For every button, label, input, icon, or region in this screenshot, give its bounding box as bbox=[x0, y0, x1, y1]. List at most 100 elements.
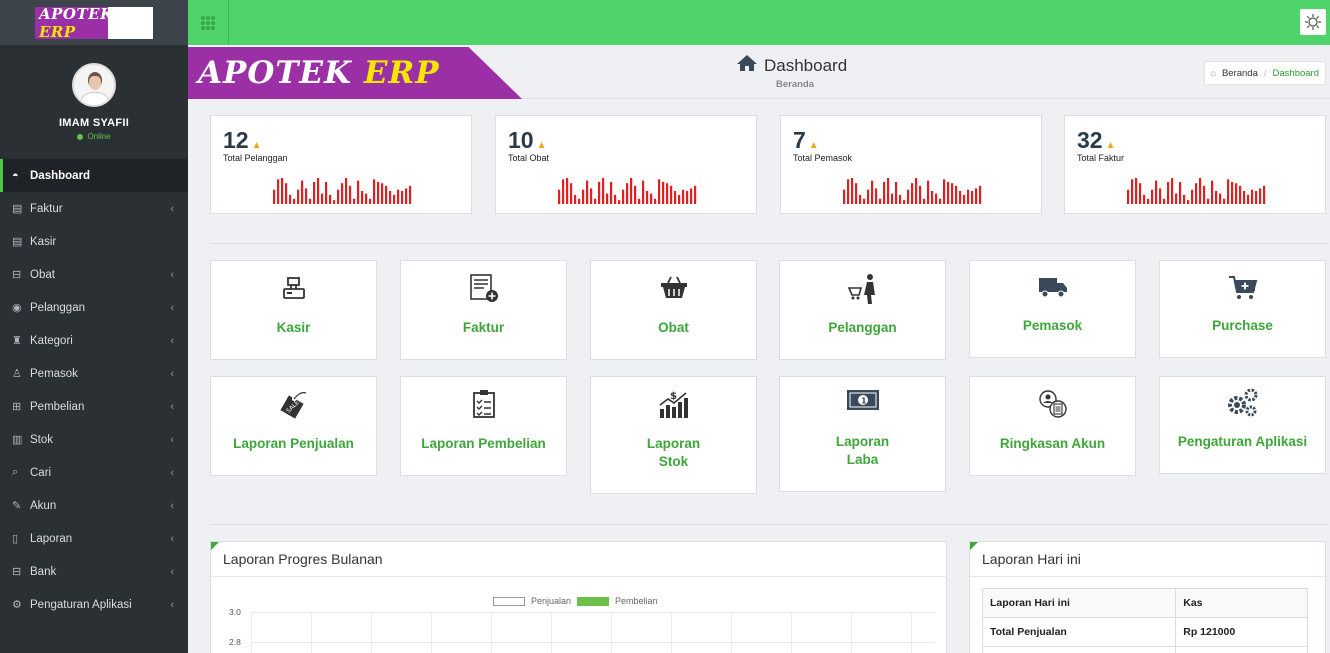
stat-label: Total Pemasok bbox=[793, 153, 853, 163]
breadcrumb-home-icon[interactable]: ⌂ bbox=[1210, 68, 1216, 78]
sparkline-bar bbox=[361, 191, 364, 204]
stat-card[interactable]: 32 ▲ Total Faktur bbox=[1064, 115, 1326, 214]
sparkline-bar bbox=[578, 198, 581, 204]
legend-label-pembelian[interactable]: Pembelian bbox=[615, 596, 658, 606]
sparkline-bar bbox=[859, 194, 862, 204]
chevron-left-icon: ‹ bbox=[170, 400, 174, 413]
sidebar-item-faktur[interactable]: ▤ Faktur ‹ bbox=[0, 192, 188, 225]
sidebar-item-kategori[interactable]: ♜ Kategori ‹ bbox=[0, 324, 188, 357]
tile-laporan-laba[interactable]: 1 Laporan Laba bbox=[779, 376, 946, 492]
chevron-left-icon: ‹ bbox=[170, 466, 174, 479]
settings-gear-icon[interactable] bbox=[1300, 9, 1326, 35]
table-row: Total Penjualan Rp 121000 bbox=[981, 617, 1308, 647]
today-report-table: Laporan Hari ini Kas Total Penjualan Rp … bbox=[981, 588, 1308, 653]
tile-label: Obat bbox=[658, 320, 689, 335]
y-tick-label: 3.0 bbox=[229, 607, 241, 617]
grid-line bbox=[251, 612, 935, 613]
sparkline-bar bbox=[329, 194, 332, 204]
sidebar-item-dashboard[interactable]: ◓ Dashboard bbox=[0, 159, 188, 192]
stat-card[interactable]: 12 ▲ Total Pelanggan bbox=[210, 115, 472, 214]
sidebar-item-obat[interactable]: ⊟ Obat ‹ bbox=[0, 258, 188, 291]
sparkline-bar bbox=[943, 179, 946, 204]
sidebar-item-laporan[interactable]: ▯ Laporan ‹ bbox=[0, 522, 188, 555]
sidebar-item-pemasok[interactable]: ♙ Pemasok ‹ bbox=[0, 357, 188, 390]
sidebar-item-bank[interactable]: ⊟ Bank ‹ bbox=[0, 555, 188, 588]
tile-faktur[interactable]: Faktur bbox=[400, 260, 567, 360]
tile-pelanggan[interactable]: Pelanggan bbox=[779, 260, 946, 360]
sparkline-bar bbox=[1227, 179, 1230, 204]
sparkline-bar bbox=[899, 194, 902, 204]
sparkline-bar bbox=[955, 185, 958, 204]
sparkline-bar bbox=[863, 198, 866, 204]
sidebar-item-cari[interactable]: ⌕ Cari ‹ bbox=[0, 456, 188, 489]
search-icon: ⌕ bbox=[12, 466, 19, 478]
tile-pengaturan-aplikasi[interactable]: Pengaturan Aplikasi bbox=[1159, 376, 1326, 474]
sparkline-bar bbox=[317, 178, 320, 204]
sparkline-bar bbox=[935, 193, 938, 204]
sparkline-bar bbox=[686, 191, 689, 204]
sparkline-bar bbox=[855, 183, 858, 204]
sparkline-bar bbox=[313, 181, 316, 204]
page-title-text: Dashboard bbox=[764, 56, 848, 75]
tile-kasir[interactable]: Kasir bbox=[210, 260, 377, 360]
avatar[interactable] bbox=[72, 63, 116, 107]
tile-obat[interactable]: Obat bbox=[590, 260, 757, 360]
sparkline-bar bbox=[1135, 178, 1138, 204]
panel-title: Laporan Hari ini bbox=[970, 542, 1325, 577]
sidebar-item-label: Pemasok bbox=[30, 367, 78, 380]
tile-label: Purchase bbox=[1212, 318, 1273, 333]
apps-grid-icon[interactable] bbox=[188, 0, 229, 45]
sidebar-item-label: Obat bbox=[30, 268, 55, 281]
tile-purchase[interactable]: Purchase bbox=[1159, 260, 1326, 358]
sparkline-bar bbox=[646, 191, 649, 204]
breadcrumb-home[interactable]: Beranda bbox=[1221, 67, 1258, 79]
table-header: Laporan Hari ini bbox=[981, 588, 1177, 618]
app-logo[interactable]: APOTEK ERP bbox=[35, 5, 153, 41]
tile-laporan-stok[interactable]: $ Laporan Stok bbox=[590, 376, 757, 494]
sidebar-item-kasir[interactable]: ▤ Kasir bbox=[0, 225, 188, 258]
grid-line bbox=[311, 612, 312, 653]
tile-label: Pelanggan bbox=[828, 320, 897, 335]
sparkline-bar bbox=[642, 180, 645, 204]
sparkline-bar bbox=[590, 188, 593, 204]
sparkline-bar bbox=[353, 198, 356, 204]
home-icon bbox=[736, 54, 758, 78]
sparkline-bar bbox=[1191, 189, 1194, 204]
sparkline-bar bbox=[887, 178, 890, 204]
sparkline-bar bbox=[1187, 200, 1190, 204]
sidebar-item-label: Kasir bbox=[30, 235, 57, 248]
stat-value: 12 ▲ bbox=[223, 127, 262, 153]
sparkline-chart bbox=[1127, 178, 1266, 204]
sparkline-bar bbox=[658, 179, 661, 204]
sidebar-item-label: Cari bbox=[30, 466, 52, 479]
sparkline-bar bbox=[369, 198, 372, 204]
tile-pemasok[interactable]: Pemasok bbox=[969, 260, 1136, 358]
sidebar-logo[interactable]: APOTEK ERP bbox=[0, 0, 188, 45]
sidebar-item-stok[interactable]: ▥ Stok ‹ bbox=[0, 423, 188, 456]
sidebar-item-pelanggan[interactable]: ◉ Pelanggan ‹ bbox=[0, 291, 188, 324]
sparkline-bar bbox=[1239, 185, 1242, 204]
tile-label: Laporan Pembelian bbox=[421, 436, 546, 451]
stat-card[interactable]: 10 ▲ Total Obat bbox=[495, 115, 757, 214]
stat-card[interactable]: 7 ▲ Total Pemasok bbox=[780, 115, 1042, 214]
sidebar-item-akun[interactable]: ✎ Akun ‹ bbox=[0, 489, 188, 522]
sparkline-bar bbox=[289, 194, 292, 204]
tile-laporan-pembelian[interactable]: Laporan Pembelian bbox=[400, 376, 567, 476]
sparkline-bar bbox=[586, 180, 589, 204]
chevron-left-icon: ‹ bbox=[170, 598, 174, 611]
stat-label: Total Faktur bbox=[1077, 153, 1125, 163]
grid-line bbox=[371, 612, 372, 653]
sparkline-chart bbox=[273, 178, 412, 204]
gears-icon bbox=[1160, 387, 1325, 417]
sidebar-item-pengaturan-aplikasi[interactable]: ⚙ Pengaturan Aplikasi ‹ bbox=[0, 588, 188, 621]
sparkline-bar bbox=[883, 181, 886, 204]
tile-laporan-penjualan[interactable]: SALE Laporan Penjualan bbox=[210, 376, 377, 476]
sparkline-bar bbox=[618, 200, 621, 204]
legend-label-penjualan[interactable]: Penjualan bbox=[531, 596, 572, 606]
sidebar-item-pembelian[interactable]: ⊞ Pembelian ‹ bbox=[0, 390, 188, 423]
legend-swatch-penjualan[interactable] bbox=[493, 596, 525, 606]
sparkline-bar bbox=[959, 191, 962, 204]
tile-ringkasan-akun[interactable]: Ringkasan Akun bbox=[969, 376, 1136, 476]
legend-swatch-pembelian[interactable] bbox=[577, 596, 610, 606]
sparkline-bar bbox=[915, 178, 918, 204]
